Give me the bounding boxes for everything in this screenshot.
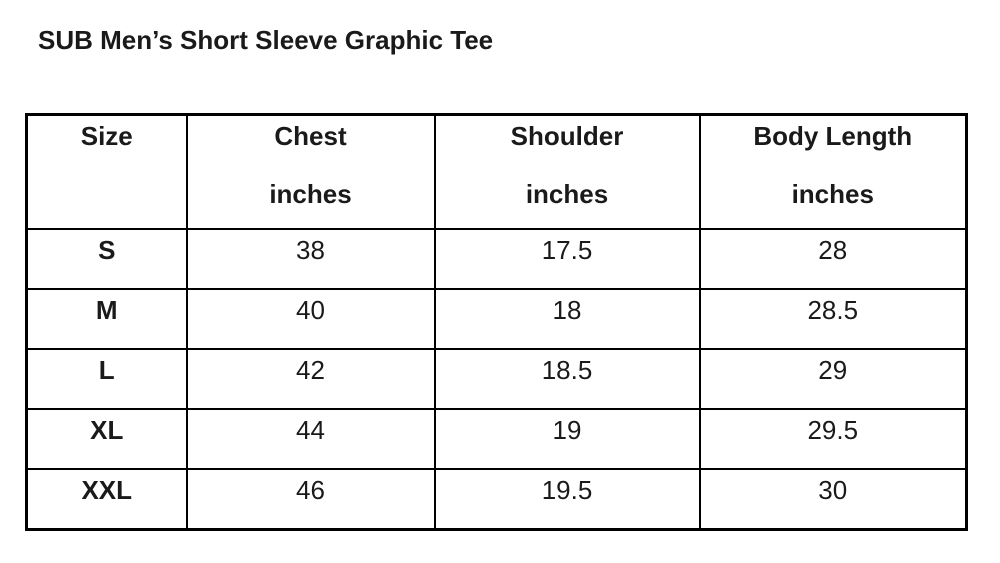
- chest-value: 40: [185, 288, 436, 350]
- body-length-value: 29.5: [698, 408, 968, 470]
- size-value: S: [25, 228, 188, 290]
- shoulder-value: 19: [433, 408, 701, 470]
- shoulder-value: 18: [433, 288, 701, 350]
- table-header-row: Size Chest inches Shoulder inches Body L…: [25, 113, 968, 230]
- table-row: XL 44 19 29.5: [25, 408, 968, 470]
- shoulder-value: 19.5: [433, 468, 701, 531]
- shoulder-value: 17.5: [433, 228, 701, 290]
- column-header-chest: Chest inches: [185, 113, 436, 230]
- table-row: XXL 46 19.5 30: [25, 468, 968, 531]
- column-header-label: Shoulder: [510, 121, 624, 151]
- chest-value: 44: [185, 408, 436, 470]
- page-title: SUB Men’s Short Sleeve Graphic Tee: [38, 25, 494, 55]
- table-row: S 38 17.5 28: [25, 228, 968, 290]
- size-value: L: [25, 348, 188, 410]
- chest-value: 38: [185, 228, 436, 290]
- size-value: XXL: [25, 468, 188, 531]
- size-value: XL: [25, 408, 188, 470]
- size-value: M: [25, 288, 188, 350]
- column-header-label: Size: [80, 121, 133, 151]
- body-length-value: 29: [698, 348, 968, 410]
- column-header-body-length: Body Length inches: [698, 113, 968, 230]
- column-header-label: Chest: [274, 121, 347, 151]
- column-header-size: Size: [25, 113, 188, 230]
- chest-value: 42: [185, 348, 436, 410]
- table-row: L 42 18.5 29: [25, 348, 968, 410]
- column-header-unit: inches: [525, 178, 609, 209]
- column-header-shoulder: Shoulder inches: [433, 113, 701, 230]
- column-header-label: Body Length: [753, 121, 913, 151]
- shoulder-value: 18.5: [433, 348, 701, 410]
- table-row: M 40 18 28.5: [25, 288, 968, 350]
- body-length-value: 28.5: [698, 288, 968, 350]
- body-length-value: 28: [698, 228, 968, 290]
- chest-value: 46: [185, 468, 436, 531]
- size-chart-table: Size Chest inches Shoulder inches Body L…: [25, 113, 968, 531]
- column-header-unit: inches: [269, 178, 352, 209]
- body-length-value: 30: [698, 468, 968, 531]
- column-header-unit: inches: [791, 178, 874, 209]
